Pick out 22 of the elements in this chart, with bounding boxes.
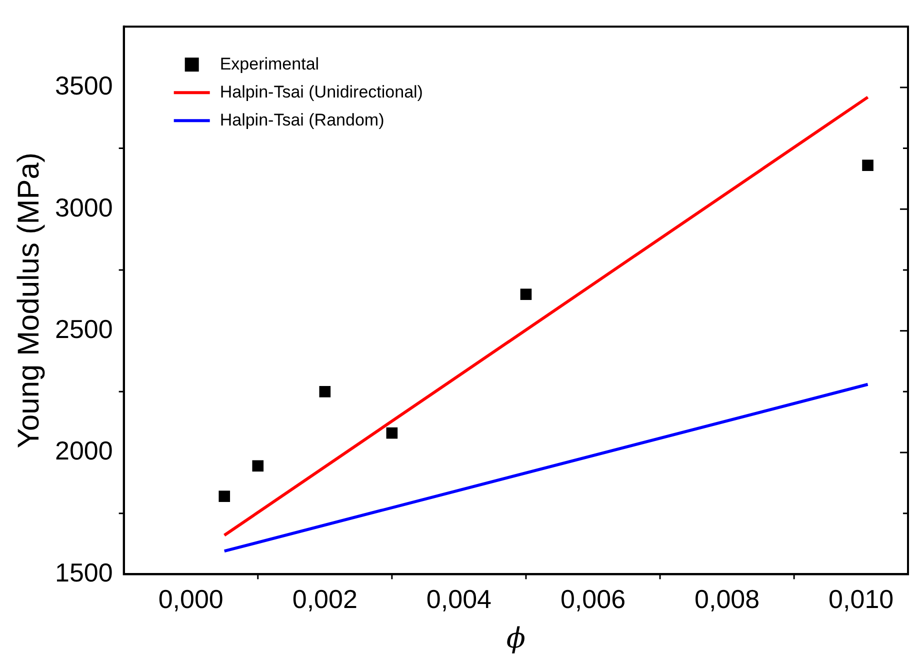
x-tick-label: 0,000 [158,584,224,614]
x-tick-label: 0,006 [560,584,626,614]
y-tick-label: 3000 [54,192,113,222]
x-tick-label: 0,010 [828,584,894,614]
y-tick-label: 3500 [54,70,113,101]
legend-label: Halpin-Tsai (Random) [220,110,384,130]
x-tick-label: 0,002 [292,584,358,614]
point [319,386,331,398]
y-tick-label: 2500 [54,314,113,344]
legend-label: Experimental [220,54,320,74]
point [862,160,874,171]
point [520,288,532,300]
y-tick-label: 1500 [54,557,113,588]
x-axis-title: ϕ [506,621,526,654]
x-tick-label: 0,004 [426,584,492,614]
point [252,460,264,472]
y-axis-title: Young Modulus (MPa) [12,152,46,448]
legend-label: Halpin-Tsai (Unidirectional) [220,82,423,102]
x-tick-label: 0,008 [694,584,760,614]
y-tick-label: 2000 [54,436,113,466]
point [386,427,398,439]
point [218,490,230,502]
